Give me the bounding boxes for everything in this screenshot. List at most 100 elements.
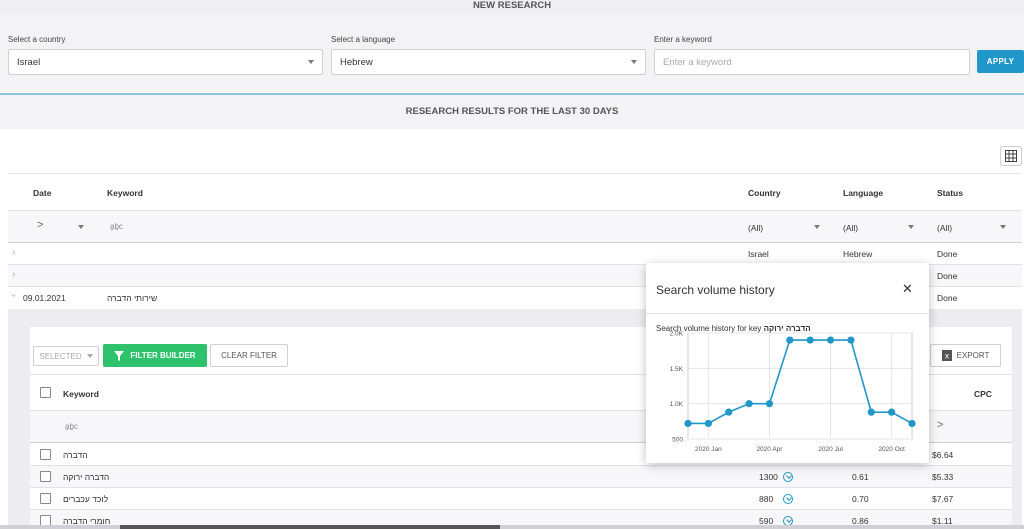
volume-history-icon[interactable] <box>783 471 793 482</box>
header-border <box>8 210 1022 211</box>
apply-button[interactable]: APPLY <box>977 50 1024 73</box>
row-checkbox[interactable] <box>40 449 51 460</box>
row-competition: 0.86 <box>852 516 869 526</box>
row-divider <box>30 487 1012 488</box>
chevron-down-icon[interactable] <box>1000 225 1006 229</box>
chevron-down-icon[interactable] <box>908 225 914 229</box>
series-line <box>688 339 913 425</box>
grid-top-border <box>8 173 1022 174</box>
svg-text:x: x <box>944 352 949 361</box>
horizontal-scrollbar[interactable] <box>0 525 1024 529</box>
chevron-down-icon <box>308 60 314 64</box>
y-tick-label: 1.5K <box>670 366 684 373</box>
column-chooser-icon <box>1005 150 1017 162</box>
popup-divider <box>646 313 929 314</box>
row-cpc: $5.33 <box>932 472 954 482</box>
row-checkbox[interactable] <box>40 493 51 504</box>
row-checkbox[interactable] <box>40 471 51 482</box>
volume-history-icon[interactable] <box>783 493 793 504</box>
row-keyword: הדברה <box>63 450 88 460</box>
row-cpc: $1.11 <box>932 516 953 526</box>
x-tick-label: 2020 Jan <box>695 446 722 453</box>
volume-history-chart: 500 1.0K 1.5K 2.0K 2020 Jan 2020 Apr 2020 Jul 2… <box>670 331 916 453</box>
y-tick-label: 1.0K <box>670 401 684 408</box>
row-competition: 0.70 <box>852 494 869 504</box>
column-header-status[interactable]: Status <box>937 188 963 198</box>
detail-column-header-keyword[interactable]: Keyword <box>63 389 99 399</box>
data-point <box>684 419 692 428</box>
section-divider <box>0 93 1024 95</box>
column-header-date[interactable]: Date <box>33 188 52 198</box>
detail-grid-top-border <box>30 374 1012 375</box>
data-point <box>847 336 855 344</box>
data-point <box>765 400 774 408</box>
filter-builder-button[interactable]: FILTER BUILDER <box>103 344 207 367</box>
row-status: Done <box>937 249 958 259</box>
data-point <box>826 336 835 344</box>
language-label: Select a language <box>331 35 396 44</box>
table-row[interactable]: לוכד עכברים 880 0.70 $7.67 <box>30 488 1012 509</box>
keyword-filter-icon[interactable]: a͍b͍c <box>65 422 78 431</box>
row-divider <box>8 264 1022 265</box>
filter-border <box>8 242 1022 243</box>
chevron-down-icon[interactable] <box>78 225 84 229</box>
chevron-down-icon <box>631 60 637 64</box>
selected-dropdown[interactable]: SELECTED <box>33 346 99 366</box>
data-point <box>888 408 896 416</box>
table-row[interactable]: הדברה $6.64 <box>30 443 1012 465</box>
table-row[interactable]: › 09.01.2021 שירותי הדברה Done <box>8 287 1022 308</box>
status-filter-value[interactable]: (All) <box>937 223 953 233</box>
country-filter-value[interactable]: (All) <box>748 223 764 233</box>
chevron-down-icon[interactable] <box>814 225 820 229</box>
row-language: Hebrew <box>843 249 873 259</box>
clear-filter-label: CLEAR FILTER <box>221 351 277 360</box>
row-date: 09.01.2021 <box>23 293 66 303</box>
expand-chevron-icon[interactable]: › <box>12 247 16 258</box>
select-all-checkbox[interactable] <box>40 387 51 398</box>
keyword-filter-icon[interactable]: a͍b͍c <box>110 222 123 231</box>
column-header-country[interactable]: Country <box>748 188 781 198</box>
close-icon[interactable]: ✕ <box>902 281 913 296</box>
scrollbar-thumb[interactable] <box>120 525 500 529</box>
row-volume: 880 <box>759 494 774 504</box>
column-header-language[interactable]: Language <box>843 188 884 198</box>
row-keyword: הדברה ירוקה <box>63 472 110 482</box>
date-filter-operator[interactable]: > <box>37 219 44 231</box>
cpc-filter-operator[interactable]: > <box>937 419 944 431</box>
keyword-input[interactable]: Enter a keyword <box>654 49 970 75</box>
x-tick-label: 2020 Oct <box>878 446 905 453</box>
row-competition: 0.61 <box>852 472 869 482</box>
popup-subtitle: Search volume history for key הדברה ירוק… <box>656 324 811 333</box>
plot-frame <box>687 332 913 440</box>
data-point <box>908 419 916 428</box>
language-filter-value[interactable]: (All) <box>843 223 859 233</box>
results-title: RESEARCH RESULTS FOR THE LAST 30 DAYS <box>405 106 619 117</box>
clear-filter-button[interactable]: CLEAR FILTER <box>210 344 288 367</box>
keyword-input-placeholder: Enter a keyword <box>663 56 732 68</box>
y-tick-label: 2.0K <box>670 331 684 338</box>
new-research-header: NEW RESEARCH <box>0 0 1024 14</box>
export-button[interactable]: x EXPORT <box>930 344 1001 367</box>
expand-chevron-icon[interactable]: › <box>12 269 16 280</box>
row-keyword: שירותי הדברה <box>107 293 158 303</box>
row-keyword: לוכד עכברים <box>63 494 109 504</box>
apply-button-label: APPLY <box>986 57 1015 66</box>
new-research-title: NEW RESEARCH <box>472 0 552 11</box>
table-row[interactable]: הדברה ירוקה 1300 0.61 $5.33 <box>30 466 1012 487</box>
country-select[interactable]: Israel <box>8 49 323 75</box>
table-row[interactable]: › Israel Hebrew Done <box>8 243 1022 264</box>
collapse-chevron-icon[interactable]: › <box>8 293 20 298</box>
detail-column-header-cpc[interactable]: CPC <box>974 389 992 399</box>
detail-header-border <box>30 410 1012 411</box>
column-chooser-button[interactable] <box>1000 146 1022 166</box>
data-point <box>867 408 875 416</box>
filter-row <box>8 211 1022 242</box>
row-keyword: חומרי הדברה <box>63 516 111 526</box>
language-select-value: Hebrew <box>340 56 373 68</box>
selected-label: SELECTED <box>39 351 82 361</box>
language-select[interactable]: Hebrew <box>331 49 646 75</box>
popup-subtitle-prefix: Search volume history for key <box>656 324 762 333</box>
table-row[interactable]: חומרי הדברה 590 0.86 $1.11 <box>30 510 1012 529</box>
row-divider <box>30 465 1012 466</box>
column-header-keyword[interactable]: Keyword <box>107 188 143 198</box>
